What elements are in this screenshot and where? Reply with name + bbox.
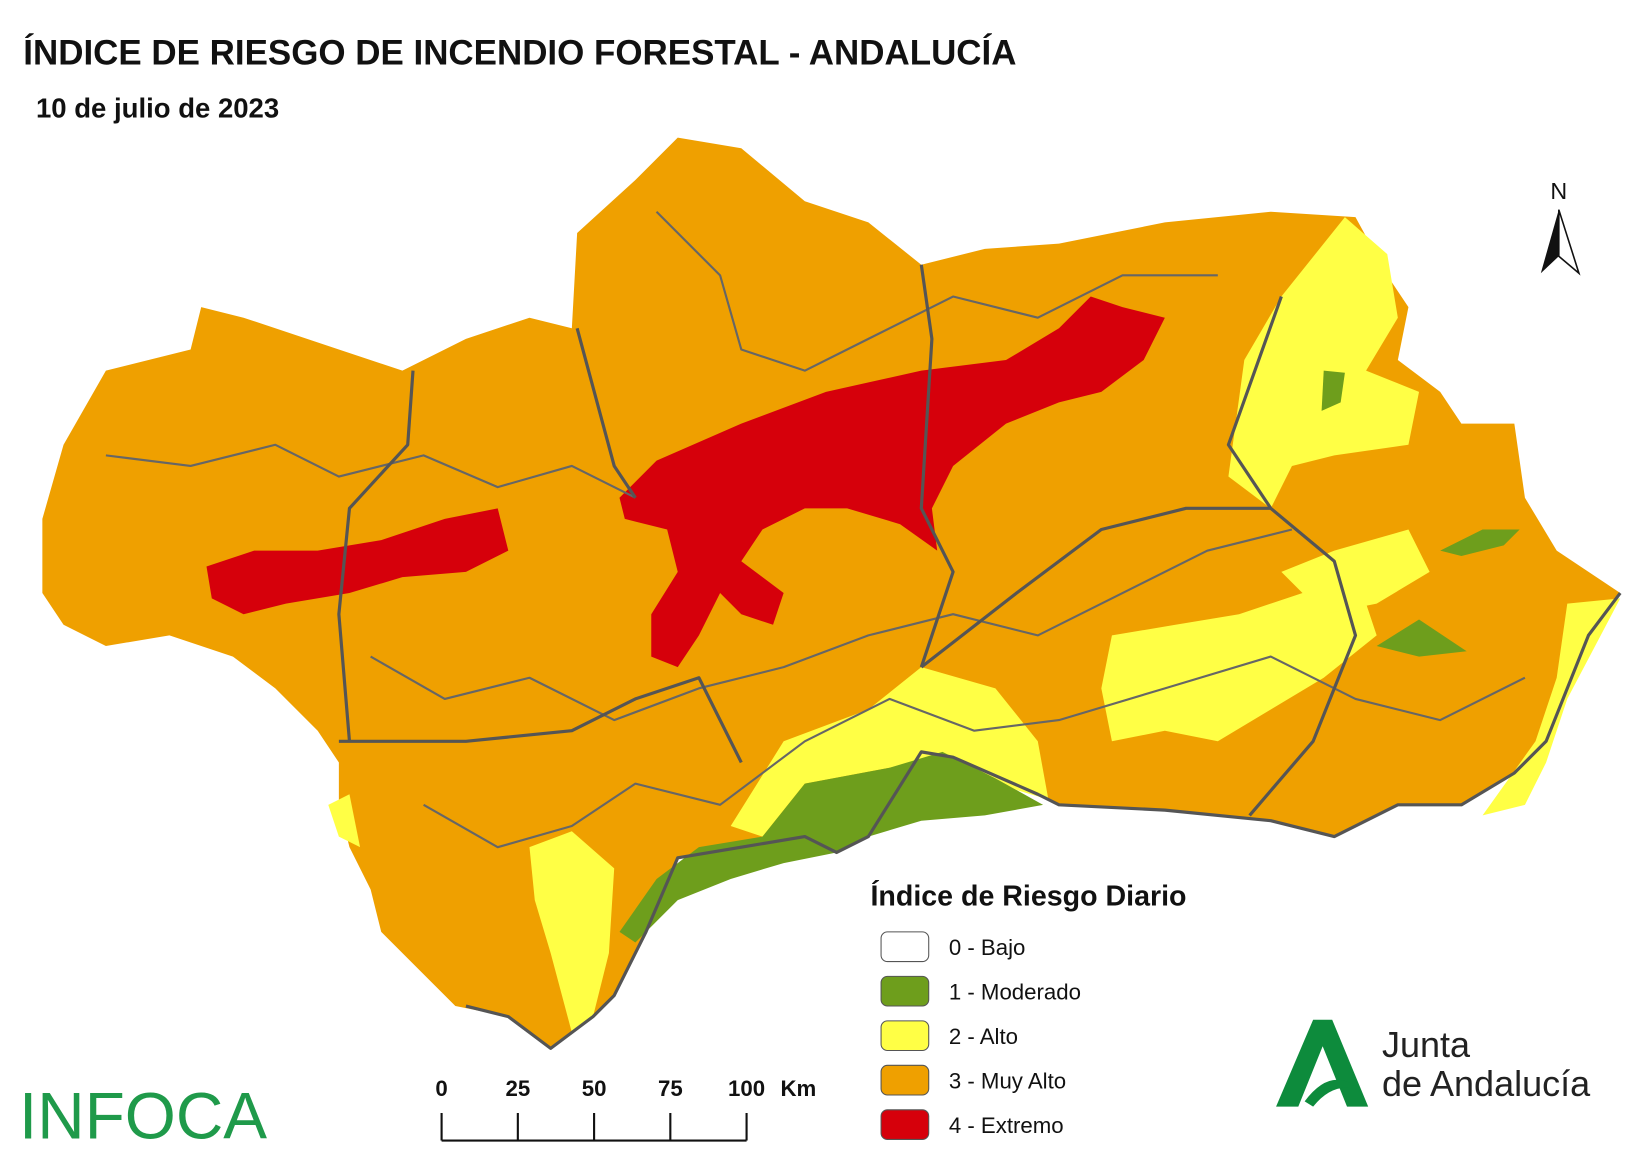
north-arrow: N <box>1540 178 1581 276</box>
legend-label: 3 - Muy Alto <box>949 1069 1066 1094</box>
scale-tick-label: 25 <box>505 1076 530 1101</box>
region-extreme <box>619 296 1165 668</box>
region-extreme <box>206 508 509 615</box>
region-moderate <box>1321 370 1345 411</box>
scale-unit: Km <box>780 1076 816 1101</box>
province-border <box>1226 295 1358 817</box>
province-border <box>575 327 637 499</box>
region-high <box>529 831 615 1033</box>
region-high <box>1281 529 1430 615</box>
north-arrow-right <box>1558 209 1581 276</box>
map-title: ÍNDICE DE RIESGO DE INCENDIO FORESTAL - … <box>23 33 1016 73</box>
municipal-border <box>423 655 1526 849</box>
legend-swatch <box>880 975 930 1007</box>
region-moderate <box>619 751 1044 943</box>
scale-tick-label: 0 <box>435 1076 447 1101</box>
legend-swatch <box>880 1020 930 1052</box>
scale-bar: 0 25 50 75 100 Km <box>435 1076 816 1142</box>
map-subtitle: 10 de julio de 2023 <box>36 93 279 124</box>
region-high <box>730 667 1049 837</box>
legend-label: 2 - Alto <box>949 1024 1018 1049</box>
scale-tick-label: 75 <box>658 1076 683 1101</box>
province-border <box>337 370 415 742</box>
legend-label: 0 - Bajo <box>949 935 1026 960</box>
infoca-logo: INFOCA <box>19 1079 267 1152</box>
legend-label: 4 - Extremo <box>949 1113 1064 1138</box>
province-border <box>338 676 743 764</box>
province-border <box>465 592 1622 1050</box>
municipal-border <box>655 211 1218 372</box>
scale-tick-label: 100 <box>728 1076 765 1101</box>
scale-tick-label: 50 <box>582 1076 607 1101</box>
region-high <box>1101 571 1377 742</box>
legend-title: Índice de Riesgo Diario <box>870 878 1186 912</box>
legend-swatch <box>880 1109 930 1140</box>
legend-swatch <box>880 1064 930 1096</box>
junta-logo-mark <box>1304 1079 1361 1107</box>
region-high <box>328 794 361 848</box>
region-moderate <box>1440 529 1520 556</box>
region-very-high <box>42 137 1621 1049</box>
legend-label: 1 - Moderado <box>949 980 1081 1005</box>
region-moderate <box>1376 619 1467 657</box>
region-high <box>1228 217 1420 509</box>
legend: Índice de Riesgo Diario 0 - Bajo 1 - Mode… <box>870 878 1187 1140</box>
north-arrow-left <box>1540 209 1559 274</box>
province-border <box>920 506 1271 669</box>
junta-logo-text: de Andalucía <box>1382 1063 1591 1104</box>
province-border <box>919 264 955 668</box>
region-high <box>1482 598 1621 816</box>
legend-swatch <box>880 931 930 963</box>
north-label: N <box>1550 178 1567 204</box>
junta-logo: Junta de Andalucía <box>1276 1019 1591 1107</box>
junta-logo-text: Junta <box>1382 1024 1471 1065</box>
region-map <box>42 137 1622 1050</box>
municipal-border <box>105 443 636 499</box>
municipal-border <box>370 528 1293 722</box>
